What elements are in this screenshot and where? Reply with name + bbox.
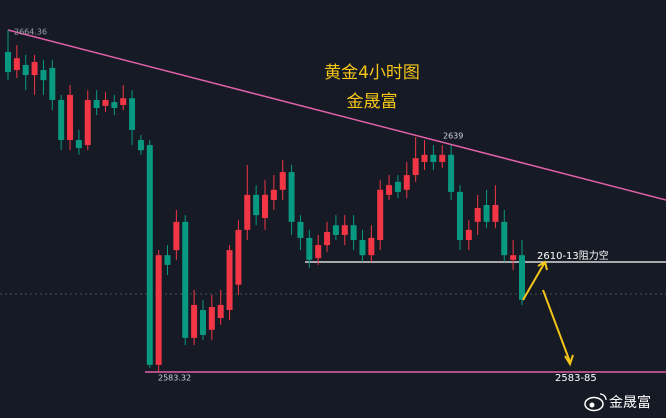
candle-body — [412, 158, 419, 176]
candle-body — [403, 175, 410, 190]
candle-body — [67, 94, 74, 141]
candle-body — [439, 154, 446, 162]
annotation: 2583-85 — [555, 373, 597, 384]
candle-body — [173, 221, 180, 251]
candle-body — [31, 62, 38, 76]
arrow-down — [542, 289, 571, 363]
candle-body — [448, 154, 455, 192]
candle-body — [208, 307, 215, 330]
candle-body — [483, 204, 490, 222]
candle-body — [332, 225, 339, 235]
annotation: 2639 — [443, 132, 463, 141]
candle-body — [465, 229, 472, 241]
candle-body — [244, 194, 251, 230]
candle-body — [58, 99, 65, 141]
candle-body — [350, 225, 357, 241]
candle-body — [519, 255, 525, 300]
candle-body — [226, 250, 233, 311]
annotation: 2583.32 — [158, 374, 191, 383]
candle-body — [421, 154, 428, 162]
candle-body — [40, 70, 47, 81]
candle-body — [262, 194, 268, 219]
candle-body — [394, 181, 401, 192]
candle-body — [199, 310, 206, 335]
arrows — [522, 260, 574, 367]
candle-body — [474, 207, 481, 222]
candle-body — [22, 64, 29, 76]
candle-body — [430, 154, 437, 162]
candle-body — [49, 67, 56, 100]
candle-body — [492, 204, 499, 222]
candle-body — [253, 194, 260, 216]
chart-title: 黄金4小时图 — [324, 63, 420, 83]
watermark: 金晟富 — [609, 394, 651, 411]
candle-body — [341, 225, 348, 235]
candle-body — [75, 140, 82, 149]
candle-body — [359, 240, 366, 256]
candle-body — [84, 99, 91, 146]
candle-body — [191, 304, 198, 338]
candle-body — [146, 145, 153, 365]
candle-body — [315, 245, 322, 259]
candle-body — [270, 189, 277, 200]
chart-subtitle: 金晟富 — [347, 92, 398, 112]
arrow-up — [522, 261, 546, 301]
candle-body — [377, 189, 384, 241]
candle-body — [501, 221, 508, 256]
candle-body — [279, 172, 286, 190]
annotation: 2610-13阻力空 — [537, 249, 609, 262]
candle-body — [297, 221, 304, 238]
candle-body — [235, 229, 242, 285]
candle-body — [217, 304, 224, 319]
candle-body — [306, 237, 313, 260]
arrow-head — [564, 354, 574, 367]
candle-body — [164, 255, 171, 265]
candle-body — [324, 231, 331, 246]
candle-body — [93, 99, 100, 108]
candle-body — [456, 191, 463, 241]
candle-body — [386, 185, 393, 195]
candle-body — [129, 98, 136, 130]
annotation: 2664.36 — [14, 28, 47, 37]
candle-body — [182, 221, 189, 338]
candle-body — [120, 98, 127, 106]
watermark-icon — [584, 393, 607, 412]
candle-body — [288, 172, 295, 222]
candle-body — [510, 255, 517, 260]
candle-body — [111, 102, 118, 108]
candle-body — [155, 255, 162, 365]
candle-body — [5, 51, 11, 73]
arrow-head — [537, 260, 548, 271]
candle-body — [13, 58, 20, 71]
candle-body — [137, 140, 144, 151]
candle-body — [368, 237, 375, 256]
trend-line — [7, 29, 666, 201]
candle-body — [102, 99, 109, 106]
candles — [5, 30, 525, 372]
